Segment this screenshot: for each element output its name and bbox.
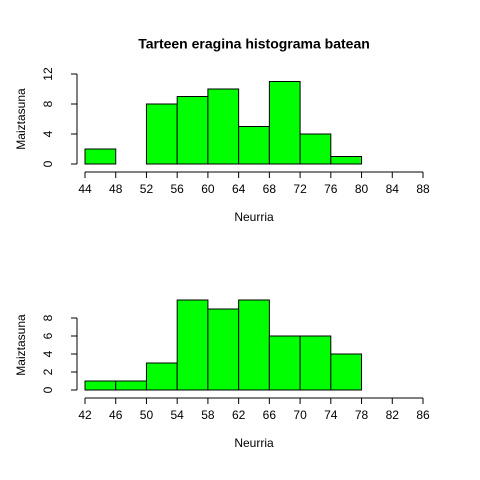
x-axis-label: Neurria <box>234 210 274 224</box>
bar <box>299 133 332 165</box>
bar <box>299 335 332 391</box>
bar <box>176 96 209 165</box>
x-tick-label: 44 <box>78 182 92 196</box>
x-tick-label: 84 <box>386 182 400 196</box>
x-tick-label: 62 <box>232 408 246 422</box>
y-axis-label: Maiztasuna <box>14 88 28 150</box>
y-axis-label: Maiztasuna <box>14 314 28 376</box>
bar <box>207 308 240 391</box>
x-tick-label: 58 <box>201 408 215 422</box>
bar <box>268 81 301 165</box>
x-tick-label: 50 <box>140 408 154 422</box>
x-tick-label: 60 <box>201 182 215 196</box>
x-tick-label: 48 <box>109 182 123 196</box>
x-tick-label: 42 <box>78 408 92 422</box>
y-tick-label: 4 <box>41 350 55 357</box>
y-tick-label: 6 <box>41 332 55 339</box>
x-tick-label: 70 <box>293 408 307 422</box>
bar <box>145 362 178 391</box>
bar <box>330 156 363 165</box>
x-tick-label: 52 <box>140 182 154 196</box>
chart-title: Tarteen eragina histograma batean <box>138 36 370 52</box>
x-axis-label: Neurria <box>234 436 274 450</box>
y-tick-label: 8 <box>41 100 55 107</box>
bar <box>238 299 270 391</box>
y-tick-label: 12 <box>41 67 55 81</box>
x-tick-label: 82 <box>386 408 400 422</box>
x-tick-label: 88 <box>416 182 430 196</box>
x-tick-label: 54 <box>171 408 185 422</box>
x-tick-label: 66 <box>263 408 277 422</box>
bar <box>84 380 117 391</box>
x-tick-label: 72 <box>293 182 307 196</box>
x-tick-label: 80 <box>355 182 369 196</box>
x-tick-label: 74 <box>324 408 338 422</box>
x-tick-label: 64 <box>232 182 246 196</box>
x-tick-label: 56 <box>171 182 185 196</box>
bar <box>238 126 270 165</box>
bar <box>330 353 363 391</box>
x-tick-label: 68 <box>263 182 277 196</box>
x-tick-label: 76 <box>324 182 338 196</box>
x-tick-label: 78 <box>355 408 369 422</box>
y-tick-label: 2 <box>41 368 55 375</box>
bar <box>145 103 178 165</box>
y-tick-label: 4 <box>41 130 55 137</box>
bar <box>84 148 117 165</box>
x-tick-label: 86 <box>416 408 430 422</box>
bar <box>176 299 209 391</box>
y-tick-label: 8 <box>41 314 55 321</box>
y-tick-label: 0 <box>41 160 55 167</box>
bar <box>268 335 301 391</box>
x-tick-label: 46 <box>109 408 123 422</box>
y-tick-label: 0 <box>41 386 55 393</box>
bar <box>115 380 147 391</box>
bar <box>207 88 240 165</box>
